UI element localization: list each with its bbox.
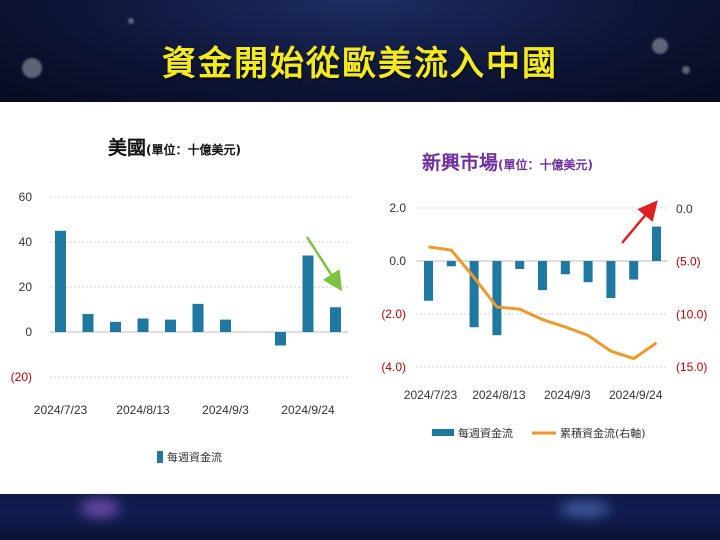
em-x-tick-label: 2024/9/3 bbox=[544, 388, 591, 402]
slide-title: 資金開始從歐美流入中國 bbox=[162, 44, 558, 84]
us-chart-title: 美國(單位：十億美元) bbox=[108, 133, 241, 160]
us-y-tick-label: 60 bbox=[19, 190, 33, 204]
us-bar bbox=[165, 319, 176, 332]
em-chart-title: 新興市場(單位：十億美元) bbox=[422, 148, 593, 175]
us-bar bbox=[192, 303, 204, 332]
em-bar bbox=[492, 261, 502, 336]
bokeh-light bbox=[682, 66, 690, 74]
em-bar bbox=[583, 261, 593, 283]
em-x-tick-label: 2024/8/13 bbox=[472, 388, 526, 402]
em-y-tick-label: 2.0 bbox=[389, 201, 406, 215]
us-y-tick-label: 0 bbox=[25, 325, 32, 339]
em-cumulative-line bbox=[428, 245, 658, 361]
em-y-tick-label: (4.0) bbox=[381, 360, 406, 374]
em-bar bbox=[629, 261, 639, 280]
bokeh-light bbox=[128, 18, 134, 24]
em-y2-tick-label: (10.0) bbox=[676, 307, 707, 321]
em-bar bbox=[606, 261, 616, 299]
us-x-tick-label: 2024/8/13 bbox=[116, 403, 170, 417]
us-bar bbox=[110, 321, 121, 332]
em-y2-tick-label: (15.0) bbox=[676, 360, 707, 374]
us-y-tick-label: (20) bbox=[11, 370, 32, 384]
em-bar bbox=[469, 261, 479, 328]
us-chart-unit: (單位：十億美元) bbox=[146, 143, 241, 157]
em-bar bbox=[515, 261, 525, 269]
em-legend-label-bar: 每週資金流 bbox=[458, 426, 513, 440]
em-chart-unit: (單位：十億美元) bbox=[498, 158, 593, 172]
em-y2-tick-label: (5.0) bbox=[676, 255, 701, 269]
us-bar bbox=[302, 255, 314, 332]
em-y-tick-label: (2.0) bbox=[381, 307, 406, 321]
us-x-tick-label: 2024/9/3 bbox=[202, 403, 249, 417]
footer-glow bbox=[560, 500, 610, 518]
em-legend-label-line: 累積資金流(右軸) bbox=[560, 426, 646, 440]
us-legend-label: 每週資金流 bbox=[167, 450, 222, 464]
us-bar bbox=[82, 314, 94, 332]
em-bar bbox=[560, 261, 570, 275]
bokeh-light bbox=[22, 58, 42, 78]
us-bar bbox=[55, 230, 66, 332]
em-x-tick-label: 2024/7/23 bbox=[404, 388, 458, 402]
us-chart-title-text: 美國 bbox=[108, 137, 147, 159]
content-area: 美國(單位：十億美元) 新興市場(單位：十億美元) 60 40 20 0 (20) 202… bbox=[0, 102, 720, 494]
us-bar bbox=[275, 332, 286, 346]
em-bar bbox=[538, 261, 547, 291]
footer-background bbox=[0, 494, 720, 540]
us-legend-swatch bbox=[157, 451, 163, 463]
em-chart-title-text: 新興市場 bbox=[422, 152, 499, 174]
us-down-arrow bbox=[305, 236, 343, 292]
em-y-tick-label: 0.0 bbox=[389, 254, 406, 268]
us-bar bbox=[330, 307, 341, 332]
header-background bbox=[0, 0, 720, 102]
us-x-tick-label: 2024/7/23 bbox=[34, 403, 88, 417]
em-bar bbox=[446, 261, 456, 267]
em-x-tick-label: 2024/9/24 bbox=[609, 388, 663, 402]
footer-glow bbox=[80, 498, 120, 518]
us-bar bbox=[220, 319, 231, 332]
bokeh-light bbox=[652, 38, 668, 54]
em-up-arrow bbox=[621, 200, 658, 244]
em-y2-tick-label: 0.0 bbox=[676, 202, 693, 216]
em-bar bbox=[652, 226, 661, 261]
us-y-tick-label: 20 bbox=[19, 280, 33, 294]
em-bar bbox=[424, 261, 433, 301]
charts-canvas: 60 40 20 0 (20) 2024/7/23 2024/8/13 2024/9/3 202… bbox=[11, 190, 708, 464]
us-y-tick-label: 40 bbox=[19, 235, 33, 249]
us-bar bbox=[137, 318, 149, 332]
em-legend-swatch-bar bbox=[432, 429, 454, 436]
us-x-tick-label: 2024/9/24 bbox=[281, 403, 335, 417]
